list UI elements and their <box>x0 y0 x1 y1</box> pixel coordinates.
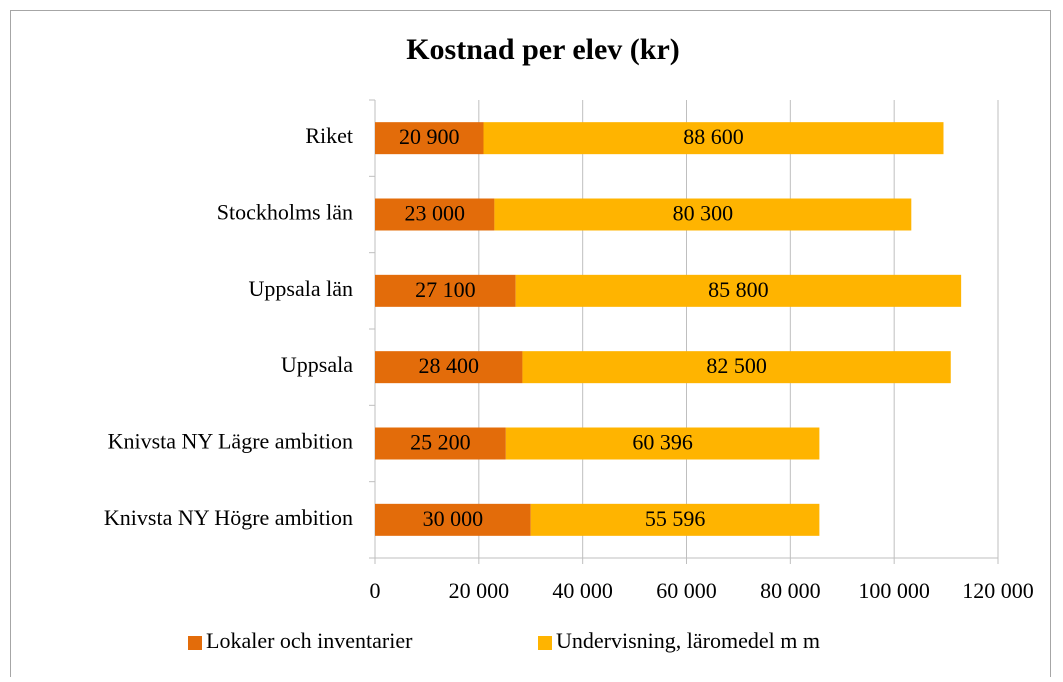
x-tick-label: 60 000 <box>656 578 717 603</box>
data-label: 27 100 <box>415 277 476 302</box>
data-label: 82 500 <box>706 353 767 378</box>
legend-label: Lokaler och inventarier <box>206 628 413 653</box>
bar-segment <box>375 503 531 536</box>
x-tick-label: 100 000 <box>858 578 930 603</box>
data-label: 80 300 <box>673 201 734 226</box>
data-label: 28 400 <box>418 353 479 378</box>
x-tick-label: 40 000 <box>552 578 613 603</box>
x-tick-label: 20 000 <box>449 578 510 603</box>
data-label: 20 900 <box>399 124 460 149</box>
chart-title: Kostnad per elev (kr) <box>406 33 680 66</box>
legend-swatch <box>538 636 552 650</box>
data-label: 25 200 <box>410 430 471 455</box>
y-tick-label: Uppsala <box>281 352 353 377</box>
bar-segment <box>505 427 820 460</box>
y-tick-label: Riket <box>305 123 353 148</box>
bar-segment <box>375 351 523 384</box>
data-label: 23 000 <box>404 201 465 226</box>
data-label: 55 596 <box>645 506 706 531</box>
legend-swatch <box>188 636 202 650</box>
data-label: 85 800 <box>708 277 769 302</box>
bar-segment <box>515 274 962 307</box>
bar-segment <box>522 351 951 384</box>
data-label: 88 600 <box>683 124 744 149</box>
bar-segment <box>375 122 484 155</box>
bar-segment <box>494 198 912 231</box>
y-tick-label: Knivsta NY Lägre ambition <box>108 429 353 454</box>
bar-segment <box>530 503 820 536</box>
y-tick-label: Stockholms län <box>217 200 353 225</box>
x-tick-label: 120 000 <box>962 578 1034 603</box>
bar-segment <box>375 274 516 307</box>
legend-label: Undervisning, läromedel m m <box>556 628 820 653</box>
y-tick-label: Uppsala län <box>249 276 353 301</box>
bar-segment <box>375 427 506 460</box>
x-tick-label: 80 000 <box>760 578 821 603</box>
data-label: 30 000 <box>423 506 484 531</box>
bar-segment <box>483 122 944 155</box>
y-tick-label: Knivsta NY Högre ambition <box>104 505 353 530</box>
bar-segment <box>375 198 495 231</box>
x-tick-label: 0 <box>370 578 381 603</box>
data-label: 60 396 <box>632 430 693 455</box>
